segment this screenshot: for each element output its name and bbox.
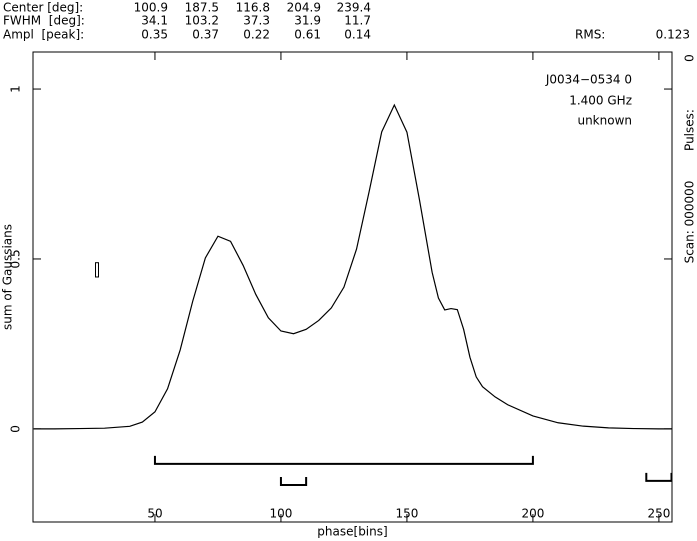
y-tick-label: 0.5 [9,249,23,268]
rms-label: RMS: [575,28,605,42]
y-tick-label: 0 [9,425,23,433]
annotation: J0034−0534 0 [545,73,632,87]
header-label: FWHM [deg]: [3,14,85,28]
x-axis-label: phase[bins] [317,525,387,539]
header-label: Center [deg]: [3,1,83,15]
plot-frame [32,51,673,523]
error-bar [95,262,100,278]
window-bracket [279,476,308,486]
window-bracket [645,472,673,482]
x-tick-label: 50 [147,507,162,521]
x-tick-label: 250 [647,507,670,521]
right-label: 0 [683,54,697,62]
header-value: 11.7 [344,14,371,28]
y-axis-label: sum of Gaussians [1,224,15,330]
header-value: 239.4 [337,1,371,15]
header-value: 34.1 [141,14,168,28]
rms-value: 0.123 [656,28,690,42]
x-tick-label: 100 [269,507,292,521]
header-value: 0.14 [344,28,371,42]
header-value: 0.22 [243,28,270,42]
profile-line [34,103,672,430]
header-value: 37.3 [243,14,270,28]
window-bracket [153,455,534,465]
header-value: 0.61 [294,28,321,42]
x-tick-label: 150 [395,507,418,521]
right-label: Scan: 000000 [683,181,697,264]
x-tick-label: 200 [521,507,544,521]
header-value: 31.9 [294,14,321,28]
annotation: 1.400 GHz [569,94,632,108]
annotation: unknown [577,114,632,128]
header-value: 204.9 [287,1,321,15]
header-value: 100.9 [134,1,168,15]
y-tick-label: 1 [9,85,23,93]
header-value: 103.2 [185,14,219,28]
header-value: 116.8 [236,1,270,15]
right-label: Pulses: [683,109,697,151]
header-label: Ampl [peak]: [3,28,84,42]
header-value: 0.37 [192,28,219,42]
header-value: 187.5 [185,1,219,15]
header-value: 0.35 [141,28,168,42]
